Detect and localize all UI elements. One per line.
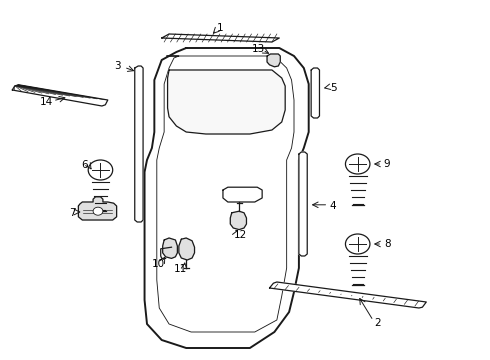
Polygon shape — [12, 85, 108, 106]
Polygon shape — [179, 238, 195, 260]
Text: 3: 3 — [114, 61, 121, 71]
Text: 5: 5 — [330, 83, 337, 93]
Circle shape — [345, 234, 370, 254]
Polygon shape — [267, 54, 280, 67]
Text: 11: 11 — [173, 264, 187, 274]
Circle shape — [93, 207, 103, 215]
Text: 10: 10 — [152, 259, 165, 269]
Polygon shape — [299, 152, 307, 256]
Text: 7: 7 — [69, 208, 76, 218]
Text: 1: 1 — [217, 23, 224, 33]
Polygon shape — [270, 282, 426, 308]
Text: 13: 13 — [252, 44, 266, 54]
Polygon shape — [145, 48, 309, 348]
Polygon shape — [135, 66, 143, 222]
Polygon shape — [78, 197, 117, 220]
Polygon shape — [163, 238, 177, 258]
Text: 14: 14 — [40, 97, 53, 107]
Text: 8: 8 — [384, 239, 391, 249]
Text: 4: 4 — [330, 201, 337, 211]
Polygon shape — [311, 68, 319, 118]
Circle shape — [88, 160, 113, 180]
Text: 6: 6 — [81, 160, 88, 170]
Text: 12: 12 — [233, 230, 247, 240]
Text: 9: 9 — [384, 159, 391, 169]
Polygon shape — [162, 34, 279, 42]
Text: 2: 2 — [374, 318, 381, 328]
Polygon shape — [168, 70, 285, 134]
Polygon shape — [230, 211, 246, 230]
Circle shape — [345, 154, 370, 174]
